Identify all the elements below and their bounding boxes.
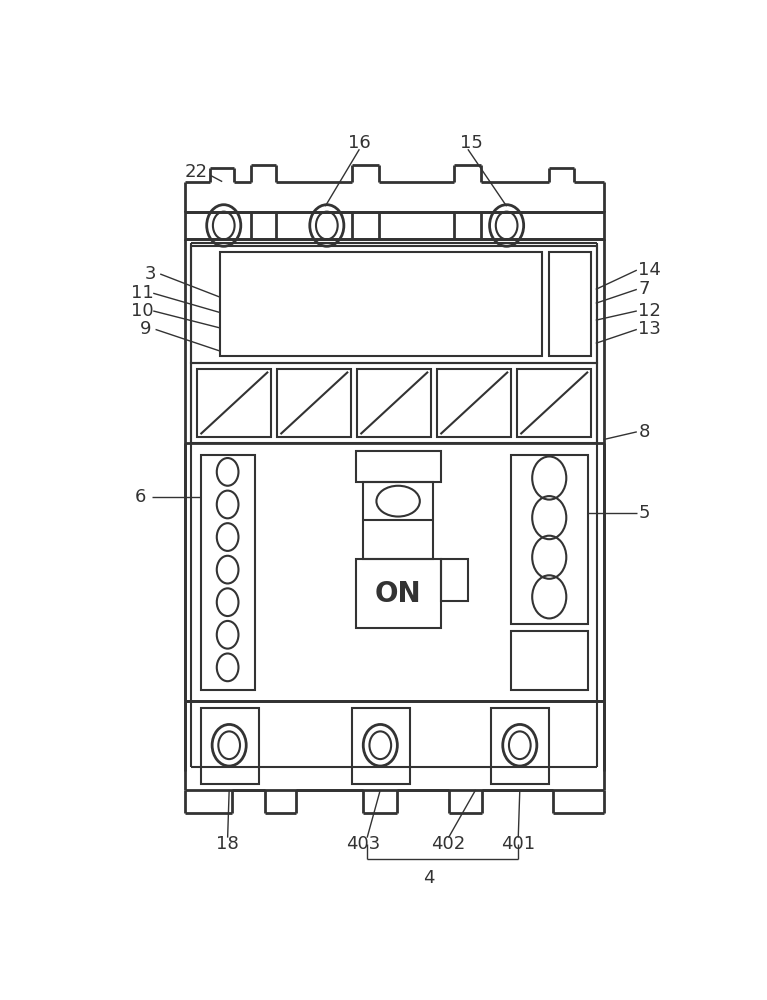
Text: 12: 12: [638, 302, 661, 320]
Bar: [355, 559, 441, 628]
Text: 18: 18: [216, 835, 239, 853]
Text: 8: 8: [638, 423, 650, 441]
Bar: [220, 252, 542, 356]
Text: 7: 7: [638, 280, 650, 298]
Bar: [197, 369, 272, 437]
Text: 10: 10: [131, 302, 153, 320]
Bar: [200, 455, 255, 690]
Text: 16: 16: [348, 134, 370, 152]
Text: 22: 22: [185, 163, 208, 181]
Text: 11: 11: [131, 284, 153, 302]
Text: 5: 5: [638, 504, 650, 522]
Bar: [364, 482, 433, 559]
Bar: [491, 708, 549, 784]
Bar: [200, 708, 258, 784]
Bar: [191, 246, 597, 363]
Bar: [185, 212, 604, 239]
Text: 4: 4: [423, 869, 435, 887]
Bar: [278, 369, 351, 437]
Text: 14: 14: [638, 261, 661, 279]
Text: 3: 3: [144, 265, 156, 283]
Bar: [511, 631, 588, 690]
Text: 401: 401: [501, 835, 535, 853]
Bar: [549, 252, 591, 356]
Text: 15: 15: [460, 134, 483, 152]
Bar: [511, 455, 588, 624]
Bar: [191, 363, 597, 443]
Bar: [517, 369, 591, 437]
Text: 13: 13: [638, 320, 661, 338]
Bar: [441, 559, 468, 601]
Text: 6: 6: [135, 488, 146, 506]
Bar: [357, 369, 431, 437]
Bar: [351, 708, 410, 784]
Text: ON: ON: [375, 580, 421, 608]
Text: 9: 9: [140, 320, 151, 338]
Bar: [355, 451, 441, 482]
Text: 403: 403: [346, 835, 380, 853]
Bar: [437, 369, 511, 437]
Text: 402: 402: [431, 835, 466, 853]
